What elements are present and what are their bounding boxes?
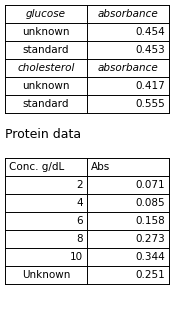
Text: Abs: Abs — [91, 162, 110, 172]
Text: 0.555: 0.555 — [135, 99, 165, 109]
Text: Unknown: Unknown — [22, 270, 70, 280]
Text: 0.417: 0.417 — [135, 81, 165, 91]
Text: 0.453: 0.453 — [135, 45, 165, 55]
Text: 8: 8 — [76, 234, 83, 244]
Text: 0.085: 0.085 — [135, 198, 165, 208]
Text: standard: standard — [23, 99, 69, 109]
Text: unknown: unknown — [22, 81, 70, 91]
Text: cholesterol: cholesterol — [17, 63, 75, 73]
Text: 0.454: 0.454 — [135, 27, 165, 37]
Text: 4: 4 — [76, 198, 83, 208]
Text: 6: 6 — [76, 216, 83, 226]
Text: 0.071: 0.071 — [135, 180, 165, 190]
Text: absorbance: absorbance — [98, 63, 158, 73]
Text: Protein data: Protein data — [5, 129, 81, 142]
Text: Conc. g/dL: Conc. g/dL — [9, 162, 64, 172]
Text: 0.158: 0.158 — [135, 216, 165, 226]
Text: unknown: unknown — [22, 27, 70, 37]
Text: 0.251: 0.251 — [135, 270, 165, 280]
Text: 0.273: 0.273 — [135, 234, 165, 244]
Text: glucose: glucose — [26, 9, 66, 19]
Text: standard: standard — [23, 45, 69, 55]
Text: 10: 10 — [70, 252, 83, 262]
Text: 0.344: 0.344 — [135, 252, 165, 262]
Text: 2: 2 — [76, 180, 83, 190]
Text: absorbance: absorbance — [98, 9, 158, 19]
